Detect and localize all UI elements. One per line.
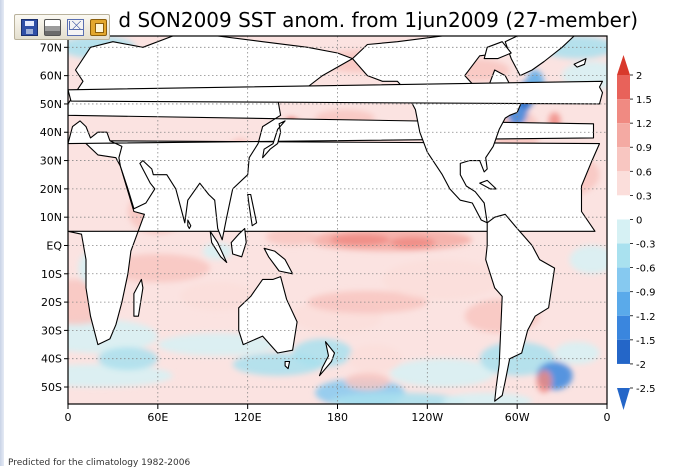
island-tasmania (284, 360, 291, 370)
chart-title: d SON2009 SST anom. from 1jun2009 (27-me… (118, 8, 638, 30)
anomaly-patch (330, 392, 465, 404)
island-uk (68, 80, 604, 105)
island-borneo (230, 227, 247, 258)
y-tick-label: 30S (41, 324, 62, 337)
y-tick-label: 70N (40, 41, 62, 54)
anomaly-patch (180, 282, 256, 311)
anomaly-patch (68, 319, 158, 354)
chart-title-text: d SON2009 SST anom. from 1jun2009 (27-me… (118, 8, 638, 30)
anomaly-patch (569, 245, 607, 274)
island-sumatra (209, 230, 228, 264)
y-tick-label: 30N (40, 155, 62, 168)
footer-note: Predicted for the climatology 1982-2006 (8, 458, 191, 468)
save-icon[interactable] (21, 18, 38, 36)
anomaly-patch (98, 347, 158, 371)
x-tick-label: 120E (234, 411, 262, 424)
anomaly-patch (554, 341, 600, 365)
y-tick-label: EQ (46, 239, 62, 252)
continent-australia (238, 276, 298, 354)
window-left-edge (0, 0, 4, 466)
anomaly-patch (389, 358, 495, 388)
x-tick-label: 180 (327, 411, 348, 424)
print-icon[interactable] (44, 18, 61, 36)
email-icon[interactable] (67, 18, 84, 36)
grid-lines (68, 36, 607, 404)
island-iceland (573, 58, 587, 68)
anomaly-patch (330, 234, 390, 246)
anomaly-patch (348, 344, 402, 373)
anomaly-patch (344, 372, 390, 390)
anomaly-patch (536, 370, 552, 393)
x-tick-label: 120W (411, 411, 443, 424)
x-tick-label: 0 (604, 411, 611, 424)
y-tick-label: 50S (41, 381, 62, 394)
y-tick-label: 10N (40, 211, 62, 224)
x-tick-label: 60W (505, 411, 530, 424)
anomaly-patch (265, 228, 320, 246)
export-icon[interactable] (90, 18, 107, 36)
y-tick-label: 20S (41, 296, 62, 309)
y-tick-label: 40N (40, 126, 62, 139)
toolbar (14, 14, 110, 40)
y-tick-label: 20N (40, 183, 62, 196)
island-philippines (247, 193, 258, 227)
x-tick-label: 0 (65, 411, 72, 424)
x-tick-label: 60E (147, 411, 168, 424)
y-tick-label: 40S (41, 353, 62, 366)
continent-south-america (485, 213, 556, 402)
y-tick-label: 50N (40, 98, 62, 111)
island-sri-lanka (187, 219, 192, 230)
y-tick-label: 60N (40, 70, 62, 83)
land-masses (68, 36, 604, 402)
anomaly-patch (68, 364, 173, 387)
continent-eurasia (68, 36, 595, 241)
island-new-zealand (318, 341, 336, 377)
island-madagascar (133, 278, 144, 317)
anomaly-patch (292, 338, 353, 368)
anomaly-patch (442, 392, 533, 404)
island-baffin (483, 41, 512, 60)
y-tick-label: 10S (41, 268, 62, 281)
island-japan (262, 120, 286, 159)
anomaly-patch (389, 236, 435, 249)
anomaly-patch (382, 259, 503, 300)
